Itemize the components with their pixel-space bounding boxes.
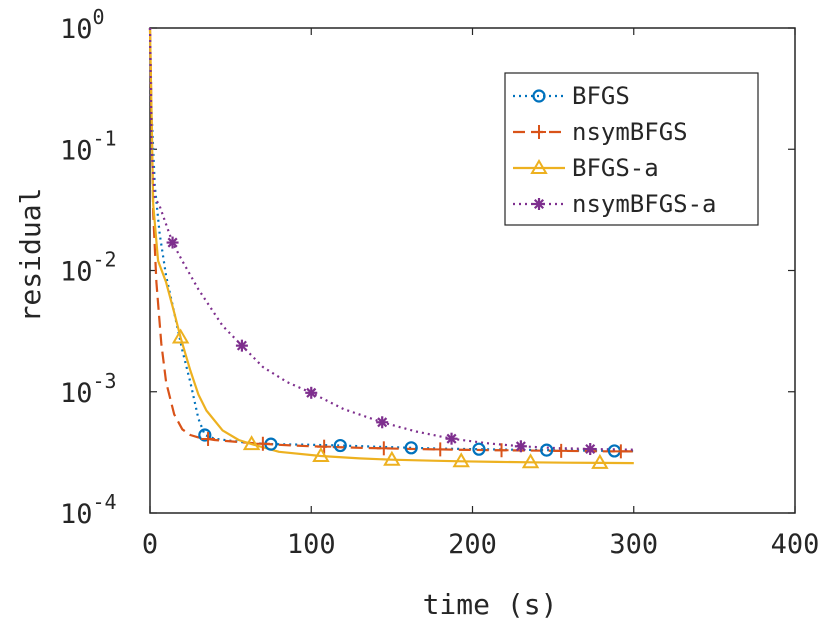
y-tick-label: 100 [60,5,105,45]
series-marker-1 [494,443,509,458]
series-marker-3 [235,339,248,352]
legend-label: nsymBFGS-a [572,190,717,218]
y-tick-label: 10-1 [60,126,117,166]
series-line-2 [148,27,634,465]
series-marker-1 [433,442,448,457]
series-marker-3 [166,236,179,249]
legend-label: nsymBFGS [572,118,688,146]
series-marker-0 [404,441,418,455]
y-axis-label: residual [14,188,47,323]
series-marker-2 [591,453,609,469]
y-tick-label: 10-2 [60,248,117,288]
x-tick-label: 400 [771,529,820,560]
legend-marker [532,125,546,139]
series-marker-0 [198,428,212,442]
x-tick-label: 100 [287,529,336,560]
x-tick-label: 200 [448,529,497,560]
x-tick-label: 300 [609,529,658,560]
series-marker-3 [514,440,527,453]
legend-marker [533,198,545,210]
y-tick-labels: 100 10-1 10-2 10-3 10-4 [60,5,117,530]
legend-marker [530,159,548,174]
series-marker-2 [242,435,261,451]
series-marker-0 [333,438,347,453]
series-markers [166,236,628,469]
series-marker-3 [445,432,458,445]
series-marker-2 [171,328,190,344]
legend-label: BFGS-a [572,154,659,182]
series-marker-2 [452,452,470,468]
series-marker-3 [584,443,597,456]
series-marker-3 [305,386,318,399]
y-tick-label: 10-3 [60,369,117,409]
legend-marker [532,89,546,103]
x-tick-label: 0 [142,529,158,560]
series-marker-1 [613,444,628,459]
series-marker-0 [540,443,554,457]
y-tick-label: 10-4 [60,490,117,530]
series-marker-1 [255,436,270,451]
series-marker-1 [201,431,216,446]
x-tick-labels: 0 100 200 300 400 [142,529,820,560]
legend-label: BFGS [572,82,630,110]
axis-ticks [149,27,796,514]
series-marker-3 [376,416,389,429]
legend: BFGS nsymBFGS BFGS-a nsymBFGS-a [504,72,759,226]
series-marker-2 [383,450,401,466]
series-marker-1 [554,443,569,458]
legend-box [504,72,759,226]
series-marker-2 [312,447,330,463]
series-marker-1 [317,439,332,454]
series-marker-2 [521,453,540,469]
series-marker-1 [376,441,391,456]
series-marker-0 [472,442,486,456]
x-axis-label: time (s) [423,588,558,621]
